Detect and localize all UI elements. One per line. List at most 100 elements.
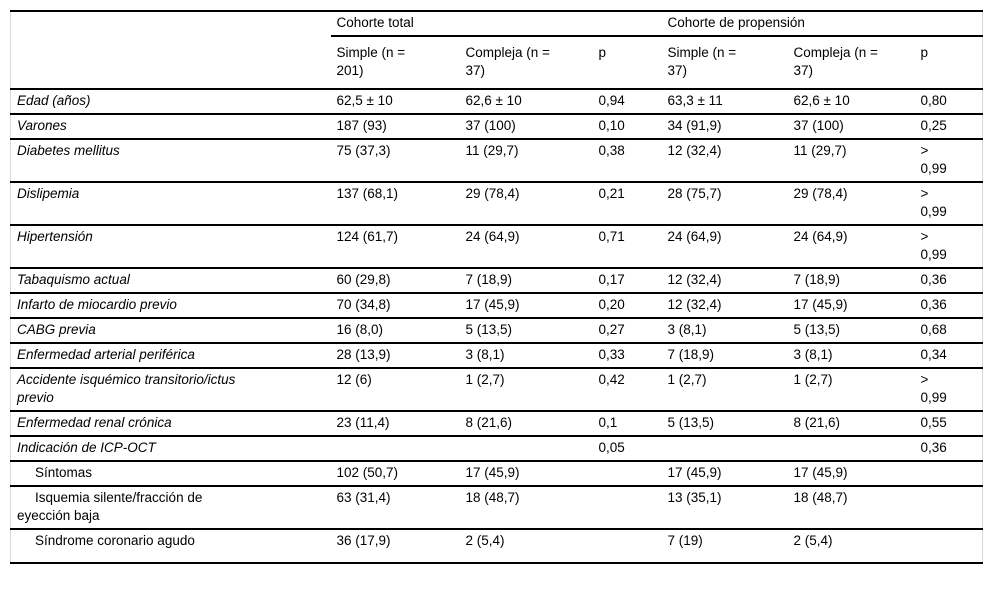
group-header-cohorte-propension: Cohorte de propensión — [661, 11, 983, 37]
cell: 0,1 — [592, 411, 662, 437]
cell: 3 (8,1) — [787, 343, 915, 369]
row-label: Edad (años) — [10, 89, 331, 115]
table-row: Varones 187 (93) 37 (100) 0,10 34 (91,9) 37 (… — [10, 114, 983, 140]
column-header-4: Simple (n = 37) — [661, 36, 788, 90]
row-label: Indicación de ICP-OCT — [10, 436, 331, 462]
cell: 23 (11,4) — [330, 411, 460, 437]
cell: 3 (8,1) — [459, 343, 593, 369]
cell — [661, 436, 788, 462]
cell: 17 (45,9) — [787, 461, 915, 487]
cell: 36 (17,9) — [330, 529, 460, 564]
baseline-characteristics-table: Cohorte total Cohorte de propensión Simp… — [10, 10, 983, 564]
table-row: Isquemia silente/fracción de eyección ba… — [10, 486, 983, 530]
cell: 75 (37,3) — [330, 139, 460, 183]
cell: 12 (32,4) — [661, 268, 788, 294]
table-row: Síndrome coronario agudo 36 (17,9) 2 (5,4)… — [10, 529, 983, 564]
cell: 62,6 ± 10 — [787, 89, 915, 115]
cell: 16 (8,0) — [330, 318, 460, 344]
cell: 7 (19) — [661, 529, 788, 564]
cell: > 0,99 — [914, 139, 983, 183]
cell: 0,25 — [914, 114, 983, 140]
cell: 70 (34,8) — [330, 293, 460, 319]
cell: > 0,99 — [914, 225, 983, 269]
cell: 18 (48,7) — [459, 486, 593, 530]
cell: 0,33 — [592, 343, 662, 369]
group-header-row: Cohorte total Cohorte de propensión — [10, 11, 983, 90]
cell: 63 (31,4) — [330, 486, 460, 530]
cell: 24 (64,9) — [661, 225, 788, 269]
table-row: Indicación de ICP-OCT 0,05 0,36 — [10, 436, 983, 462]
cell: 17 (45,9) — [459, 293, 593, 319]
cell: 0,21 — [592, 182, 662, 226]
cell: > 0,99 — [914, 182, 983, 226]
cell: 137 (68,1) — [330, 182, 460, 226]
cell: 0,94 — [592, 89, 662, 115]
page: Cohorte total Cohorte de propensión Simp… — [0, 10, 992, 594]
cell: 37 (100) — [459, 114, 593, 140]
cell — [914, 461, 983, 487]
cell: 12 (32,4) — [661, 293, 788, 319]
group-header-cohorte-total: Cohorte total — [330, 11, 662, 37]
row-label: CABG previa — [10, 318, 331, 344]
cell: 0,55 — [914, 411, 983, 437]
cell: 24 (64,9) — [787, 225, 915, 269]
column-header-6: p — [914, 36, 983, 90]
table-row: Hipertensión 124 (61,7) 24 (64,9) 0,71 24 (6… — [10, 225, 983, 269]
table-row: Accidente isquémico transitorio/ictus pr… — [10, 368, 983, 412]
cell: 34 (91,9) — [661, 114, 788, 140]
row-label: Hipertensión — [10, 225, 331, 269]
cell — [787, 436, 915, 462]
cell — [592, 529, 662, 564]
cell: 11 (29,7) — [787, 139, 915, 183]
table-row: Enfermedad arterial periférica 28 (13,9) 3… — [10, 343, 983, 369]
cell: 0,34 — [914, 343, 983, 369]
row-label: Infarto de miocardio previo — [10, 293, 331, 319]
cell: 28 (13,9) — [330, 343, 460, 369]
cell: 5 (13,5) — [661, 411, 788, 437]
cell: 24 (64,9) — [459, 225, 593, 269]
row-label: Síndrome coronario agudo — [10, 529, 331, 564]
table-row: Dislipemia 137 (68,1) 29 (78,4) 0,21 28 (75,… — [10, 182, 983, 226]
row-label: Varones — [10, 114, 331, 140]
table-row: Tabaquismo actual 60 (29,8) 7 (18,9) 0,17 12… — [10, 268, 983, 294]
cell: 8 (21,6) — [787, 411, 915, 437]
cell: 62,5 ± 10 — [330, 89, 460, 115]
cell: 63,3 ± 11 — [661, 89, 788, 115]
corner-cell — [10, 11, 331, 90]
cell: 3 (8,1) — [661, 318, 788, 344]
cell: 0,71 — [592, 225, 662, 269]
sub-header-row: Simple (n = 201) Compleja (n = 37) p Simple… — [11, 36, 983, 90]
cell: 102 (50,7) — [330, 461, 460, 487]
cell: 17 (45,9) — [459, 461, 593, 487]
cell: 2 (5,4) — [459, 529, 593, 564]
cell: 1 (2,7) — [787, 368, 915, 412]
cell: 0,10 — [592, 114, 662, 140]
cell — [592, 486, 662, 530]
cell: 17 (45,9) — [661, 461, 788, 487]
row-label: Dislipemia — [10, 182, 331, 226]
cell: 0,05 — [592, 436, 662, 462]
cell: 0,17 — [592, 268, 662, 294]
cell: 5 (13,5) — [787, 318, 915, 344]
cell: 124 (61,7) — [330, 225, 460, 269]
cell: 60 (29,8) — [330, 268, 460, 294]
table-row: Diabetes mellitus 75 (37,3) 11 (29,7) 0,38 1… — [10, 139, 983, 183]
cell: 0,20 — [592, 293, 662, 319]
cell: 12 (6) — [330, 368, 460, 412]
cell: 5 (13,5) — [459, 318, 593, 344]
cell — [459, 436, 593, 462]
cell: > 0,99 — [914, 368, 983, 412]
cell: 0,36 — [914, 293, 983, 319]
table-row: CABG previa 16 (8,0) 5 (13,5) 0,27 3 (8,1) 5 … — [10, 318, 983, 344]
cell: 29 (78,4) — [459, 182, 593, 226]
row-label: Tabaquismo actual — [10, 268, 331, 294]
cell — [330, 436, 460, 462]
cell: 0,36 — [914, 268, 983, 294]
table-row: Infarto de miocardio previo 70 (34,8) 17 (… — [10, 293, 983, 319]
cell: 0,80 — [914, 89, 983, 115]
cell: 37 (100) — [787, 114, 915, 140]
cell — [914, 486, 983, 530]
cell: 11 (29,7) — [459, 139, 593, 183]
table-row: Síntomas 102 (50,7) 17 (45,9) 17 (45,9) 17 (… — [10, 461, 983, 487]
row-label: Diabetes mellitus — [10, 139, 331, 183]
